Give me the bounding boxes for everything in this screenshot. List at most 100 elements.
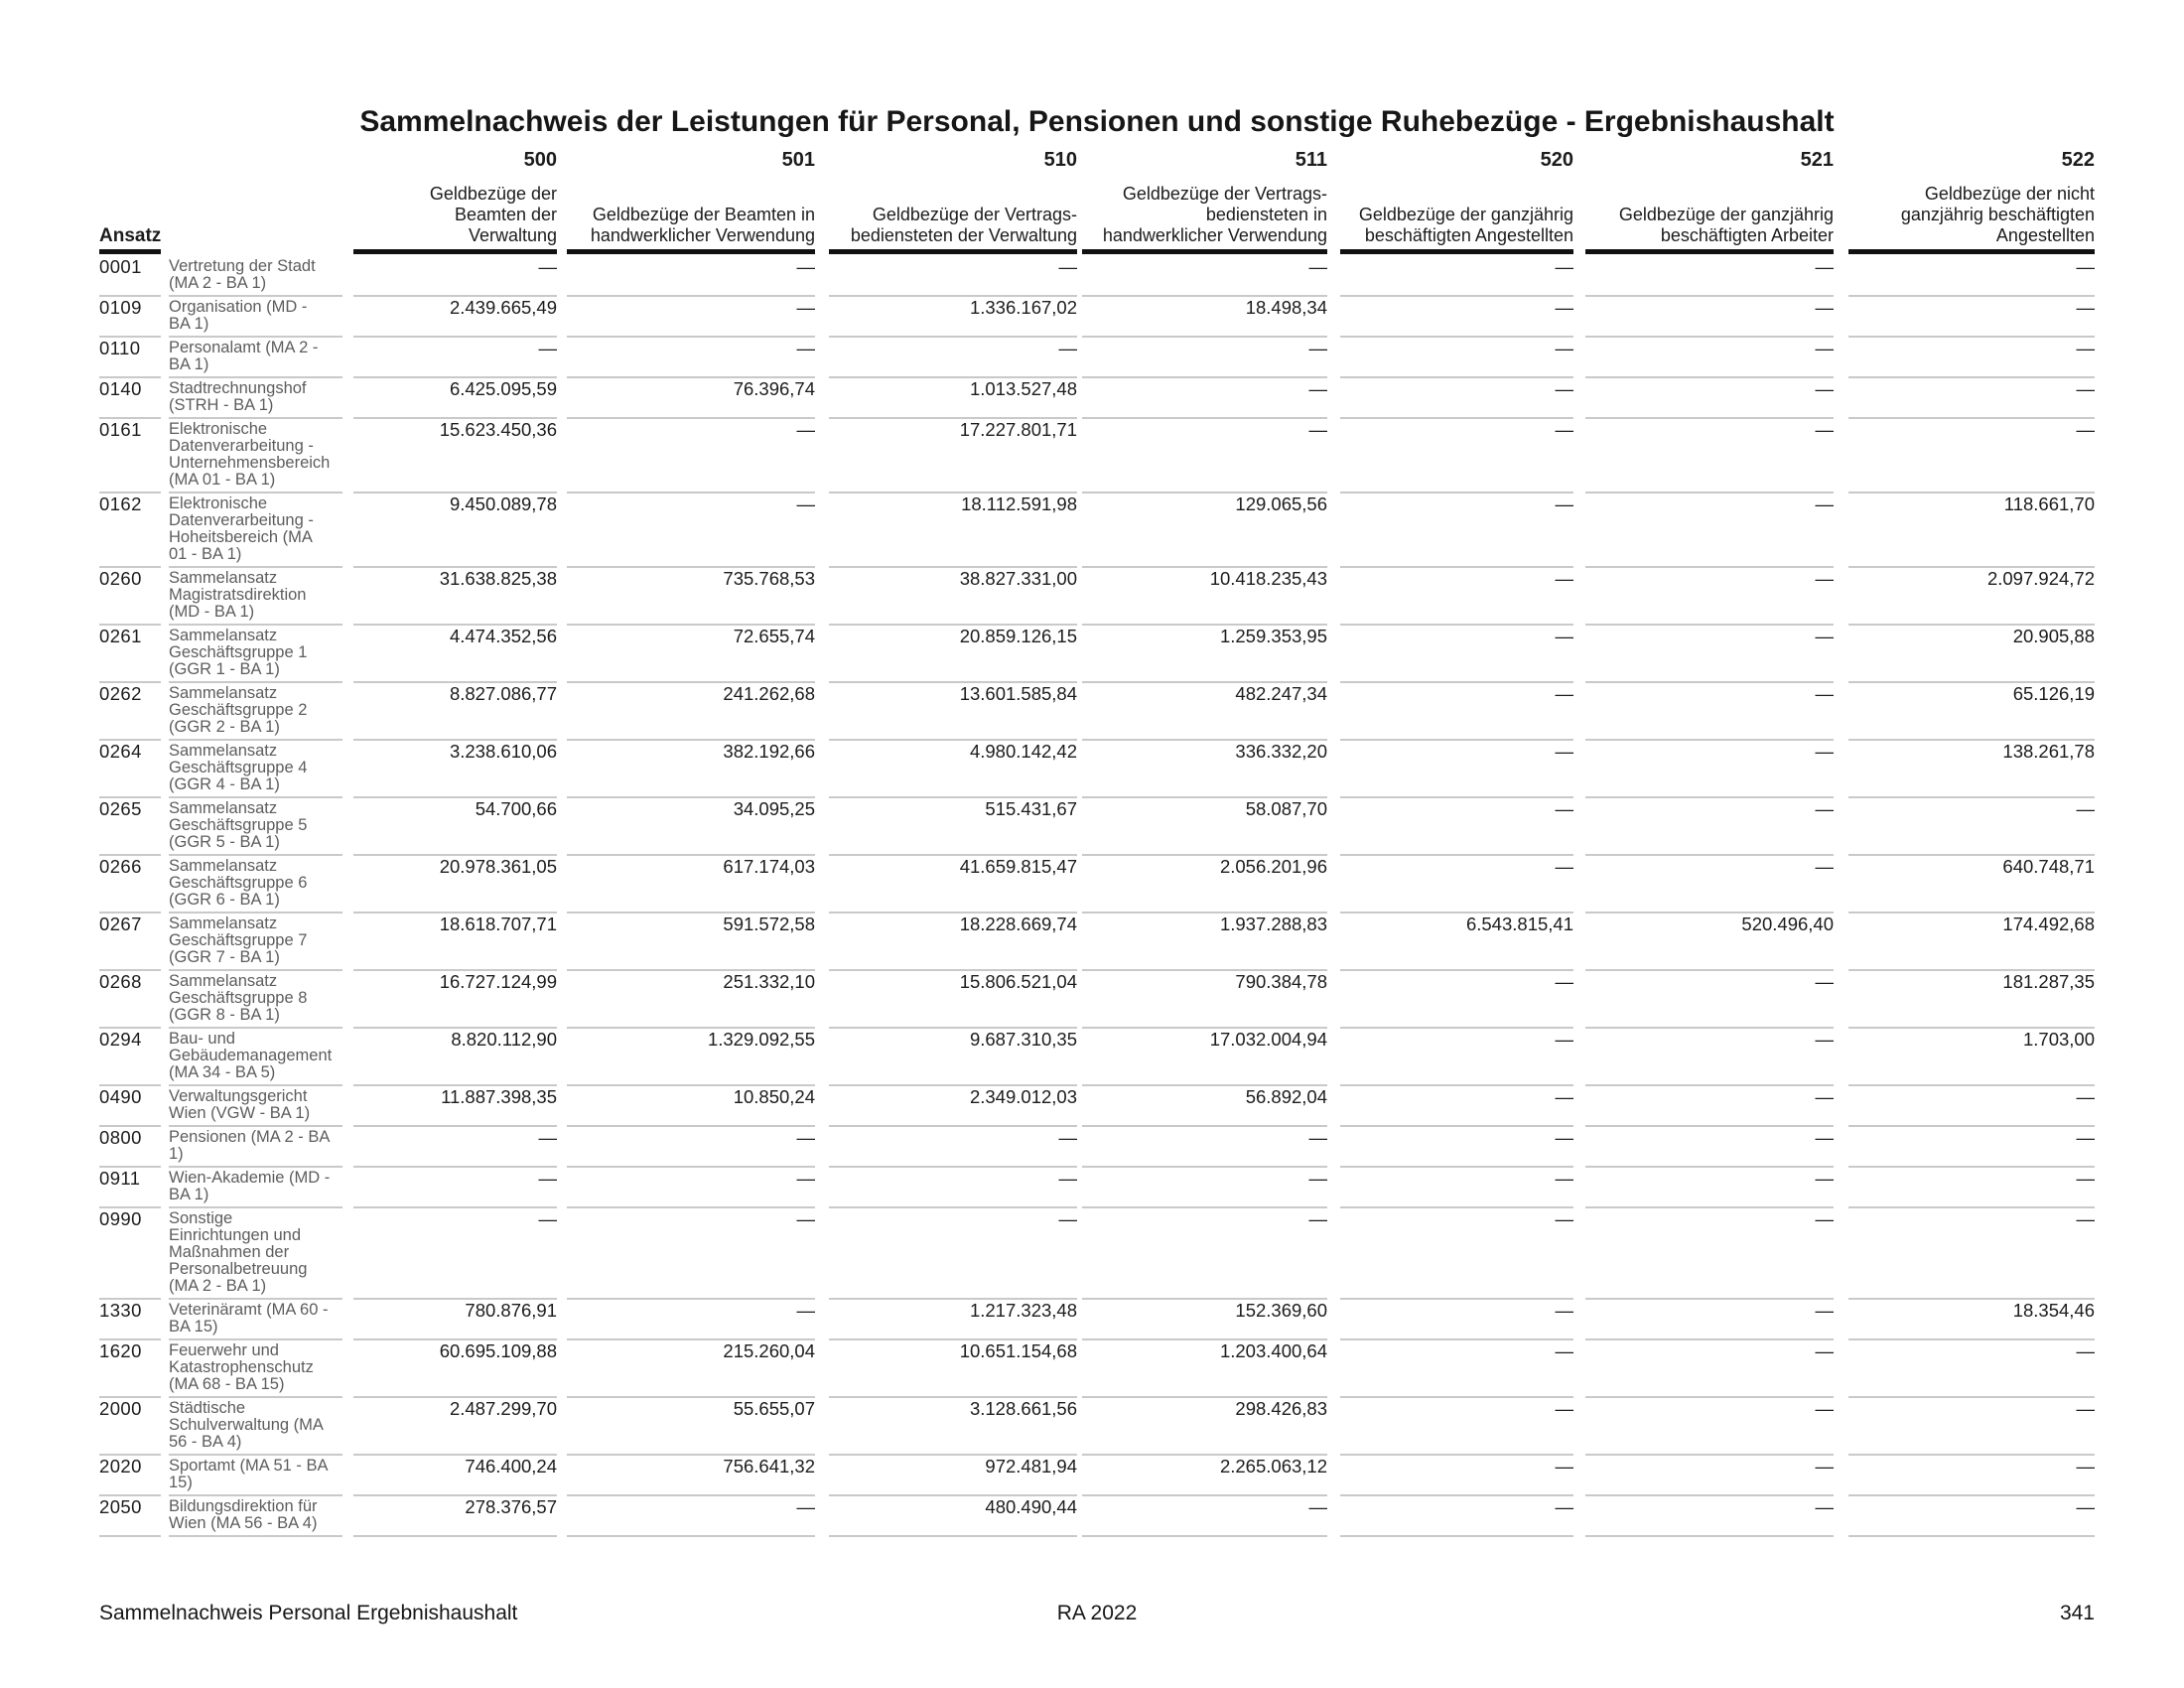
cell-value-511: 1.937.288,83 bbox=[1082, 912, 1327, 969]
table-row: 0162 Elektronische Datenverarbeitung - H… bbox=[99, 492, 2095, 566]
column-label-501: Geldbezüge der Beamten in handwerklicher… bbox=[590, 205, 815, 245]
cell-value-500: 15.623.450,36 bbox=[353, 417, 557, 492]
cell-value-520: — bbox=[1340, 336, 1573, 376]
cell-value-522: — bbox=[1848, 376, 2095, 417]
table-row: 0800 Pensionen (MA 2 - BA 1) — — — — — —… bbox=[99, 1125, 2095, 1166]
cell-value-511: 1.203.400,64 bbox=[1082, 1338, 1327, 1396]
row-label: Sammelansatz Geschäftsgruppe 4 (GGR 4 - … bbox=[169, 739, 342, 796]
row-label: Sammelansatz Geschäftsgruppe 7 (GGR 7 - … bbox=[169, 912, 342, 969]
cell-value-521: — bbox=[1585, 492, 1834, 566]
cell-value-501: 72.655,74 bbox=[567, 624, 815, 681]
cell-value-500: 54.700,66 bbox=[353, 796, 557, 854]
table-row: 0161 Elektronische Datenverarbeitung - U… bbox=[99, 417, 2095, 492]
cell-value-500: 8.820.112,90 bbox=[353, 1027, 557, 1084]
row-ansatz-code: 0260 bbox=[99, 566, 161, 624]
footer-document-name: Sammelnachweis Personal Ergebnishaushalt bbox=[99, 1602, 518, 1624]
cell-value-521: — bbox=[1585, 1494, 1834, 1537]
cell-value-522: — bbox=[1848, 1206, 2095, 1298]
column-header-511: 511 Geldbezüge der Vertrags- bedienstete… bbox=[1082, 149, 1327, 254]
cell-value-501: — bbox=[567, 336, 815, 376]
cell-value-510: 9.687.310,35 bbox=[829, 1027, 1077, 1084]
cell-value-500: — bbox=[538, 256, 558, 277]
cell-value-522: — bbox=[2076, 256, 2096, 277]
row-label: Sammelansatz Geschäftsgruppe 6 (GGR 6 - … bbox=[169, 854, 342, 912]
row-ansatz-code: 0268 bbox=[99, 969, 161, 1027]
cell-value-510: 18.228.669,74 bbox=[829, 912, 1077, 969]
cell-value-510: 2.349.012,03 bbox=[829, 1084, 1077, 1125]
cell-value-521: — bbox=[1585, 796, 1834, 854]
cell-value-520: — bbox=[1340, 1396, 1573, 1454]
cell-value-520: — bbox=[1340, 1338, 1573, 1396]
cell-value-521: — bbox=[1585, 1027, 1834, 1084]
cell-value-522: — bbox=[1848, 1125, 2095, 1166]
row-ansatz-code: 0264 bbox=[99, 739, 161, 796]
cell-value-501: 55.655,07 bbox=[567, 1396, 815, 1454]
cell-value-520: — bbox=[1340, 566, 1573, 624]
cell-value-500: — bbox=[353, 1206, 557, 1298]
row-ansatz-code: 0262 bbox=[99, 681, 161, 739]
cell-value-522: 181.287,35 bbox=[1848, 969, 2095, 1027]
cell-value-500: — bbox=[353, 1166, 557, 1206]
column-number-522: 522 bbox=[2061, 149, 2095, 171]
cell-value-500: 746.400,24 bbox=[353, 1454, 557, 1494]
cell-value-522: — bbox=[1848, 1396, 2095, 1454]
cell-value-520: — bbox=[1340, 492, 1573, 566]
cell-value-521: — bbox=[1585, 1454, 1834, 1494]
row-label: Vertretung der Stadt (MA 2 - BA 1) bbox=[169, 257, 316, 292]
cell-value-501: 735.768,53 bbox=[567, 566, 815, 624]
cell-value-510: 13.601.585,84 bbox=[829, 681, 1077, 739]
row-label: Elektronische Datenverarbeitung - Untern… bbox=[169, 417, 342, 492]
cell-value-501: — bbox=[567, 492, 815, 566]
row-ansatz-code: 0001 bbox=[99, 256, 142, 277]
cell-value-510: 1.336.167,02 bbox=[829, 295, 1077, 336]
cell-value-520: — bbox=[1340, 739, 1573, 796]
cell-value-510: 515.431,67 bbox=[829, 796, 1077, 854]
cell-value-510: 41.659.815,47 bbox=[829, 854, 1077, 912]
row-ansatz-code: 0140 bbox=[99, 376, 161, 417]
cell-value-501: — bbox=[567, 295, 815, 336]
page-title: Sammelnachweis der Leistungen für Person… bbox=[359, 105, 1835, 138]
cell-value-521: — bbox=[1585, 376, 1834, 417]
row-label: Personalamt (MA 2 - BA 1) bbox=[169, 336, 342, 376]
cell-value-521: — bbox=[1585, 1338, 1834, 1396]
cell-value-521: — bbox=[1585, 624, 1834, 681]
table-row: 0990 Sonstige Einrichtungen und Maßnahme… bbox=[99, 1206, 2095, 1298]
cell-value-501: 1.329.092,55 bbox=[567, 1027, 815, 1084]
page-footer: Sammelnachweis Personal Ergebnishaushalt… bbox=[99, 1601, 2095, 1626]
cell-value-522: 118.661,70 bbox=[1848, 492, 2095, 566]
cell-value-511: 129.065,56 bbox=[1082, 492, 1327, 566]
table-row: 0262 Sammelansatz Geschäftsgruppe 2 (GGR… bbox=[99, 681, 2095, 739]
cell-value-511: — bbox=[1082, 1494, 1327, 1537]
cell-value-501: — bbox=[567, 1494, 815, 1537]
cell-value-511: 2.056.201,96 bbox=[1082, 854, 1327, 912]
cell-value-500: — bbox=[353, 336, 557, 376]
row-ansatz-code: 0110 bbox=[99, 336, 161, 376]
cell-value-500: 9.450.089,78 bbox=[353, 492, 557, 566]
cell-value-510: 4.980.142,42 bbox=[829, 739, 1077, 796]
cell-value-501: 34.095,25 bbox=[567, 796, 815, 854]
row-ansatz-code: 0990 bbox=[99, 1206, 161, 1298]
column-label-520: Geldbezüge der ganzjährig beschäftigten … bbox=[1358, 205, 1573, 245]
cell-value-522: 18.354,46 bbox=[1848, 1298, 2095, 1338]
cell-value-501: 756.641,32 bbox=[567, 1454, 815, 1494]
table-body: 0001 Vertretung der Stadt (MA 2 - BA 1) … bbox=[99, 254, 2095, 1537]
cell-value-520: — bbox=[1340, 1206, 1573, 1298]
cell-value-521: — bbox=[1585, 1084, 1834, 1125]
row-label: Organisation (MD - BA 1) bbox=[169, 295, 342, 336]
cell-value-522: — bbox=[1848, 295, 2095, 336]
cell-value-520: — bbox=[1340, 1027, 1573, 1084]
table-row: 0268 Sammelansatz Geschäftsgruppe 8 (GGR… bbox=[99, 969, 2095, 1027]
cell-value-520: — bbox=[1340, 417, 1573, 492]
column-header-521: 521 Geldbezüge der ganzjährig beschäftig… bbox=[1585, 149, 1834, 254]
header-spacer bbox=[169, 149, 342, 254]
cell-value-501: 251.332,10 bbox=[567, 969, 815, 1027]
cell-value-520: — bbox=[1340, 796, 1573, 854]
cell-value-522: 20.905,88 bbox=[1848, 624, 2095, 681]
ansatz-header-label: Ansatz bbox=[99, 225, 162, 246]
table-row: 0110 Personalamt (MA 2 - BA 1) — — — — —… bbox=[99, 336, 2095, 376]
cell-value-522: — bbox=[1848, 336, 2095, 376]
cell-value-520: — bbox=[1555, 256, 1574, 277]
row-ansatz-code: 2050 bbox=[99, 1494, 161, 1537]
cell-value-522: 1.703,00 bbox=[1848, 1027, 2095, 1084]
cell-value-522: 138.261,78 bbox=[1848, 739, 2095, 796]
